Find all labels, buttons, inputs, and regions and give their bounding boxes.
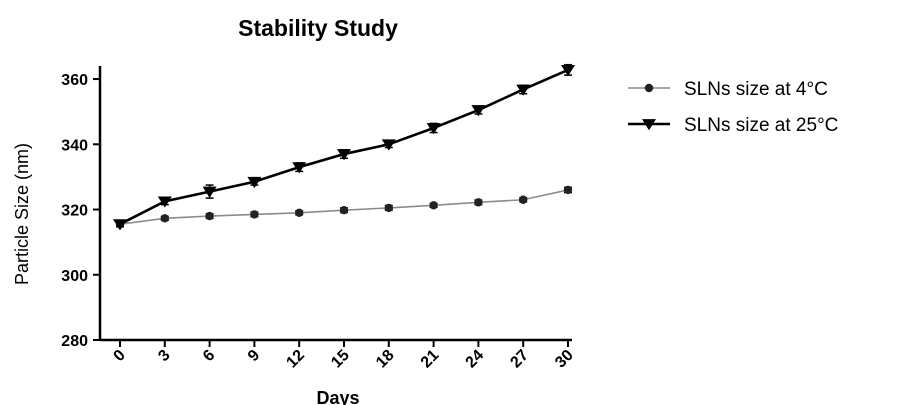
data-point xyxy=(429,201,438,210)
x-tick-label: 15 xyxy=(328,347,353,372)
data-point xyxy=(471,105,486,117)
data-point xyxy=(474,198,483,207)
data-point xyxy=(381,139,396,151)
y-tick-label: 360 xyxy=(61,72,88,89)
y-ticks: 280 300 320 340 360 xyxy=(61,72,100,350)
data-point xyxy=(113,219,127,231)
data-point xyxy=(247,176,262,189)
data-point xyxy=(205,211,214,221)
legend-marker xyxy=(644,83,654,93)
data-point xyxy=(339,205,349,215)
x-tick-label: 3 xyxy=(155,347,173,365)
data-point xyxy=(292,162,307,174)
data-point xyxy=(202,186,217,198)
data-point xyxy=(250,210,259,219)
x-ticks: 0 3 6 9 12 15 18 21 24 27 30 xyxy=(111,340,577,371)
legend-marker xyxy=(642,119,656,131)
x-axis-label: Days xyxy=(316,388,359,405)
x-tick-label: 0 xyxy=(111,347,129,365)
data-point xyxy=(516,84,531,96)
series-layer xyxy=(113,63,575,231)
data-point xyxy=(519,195,528,204)
data-point xyxy=(157,196,172,208)
y-tick-label: 280 xyxy=(61,333,88,350)
data-point xyxy=(426,123,441,135)
series-1 xyxy=(115,185,573,229)
legend-label: SLNs size at 4°C xyxy=(684,79,828,100)
x-tick-label: 27 xyxy=(507,347,532,372)
legend: SLNs size at 4°C SLNs size at 25°C xyxy=(628,79,838,136)
y-tick-label: 300 xyxy=(61,268,88,285)
data-point xyxy=(384,203,393,213)
x-tick-label: 6 xyxy=(200,347,218,365)
x-tick-label: 12 xyxy=(283,347,308,372)
x-tick-label: 30 xyxy=(552,347,577,372)
x-tick-label: 18 xyxy=(373,347,398,372)
data-point xyxy=(160,214,169,223)
data-point xyxy=(295,208,304,217)
data-point xyxy=(561,65,575,77)
y-axis-label: Particle Size (nm) xyxy=(12,143,32,285)
x-tick-label: 21 xyxy=(418,347,443,372)
data-point xyxy=(563,185,573,195)
y-tick-label: 340 xyxy=(61,137,88,154)
y-tick-label: 320 xyxy=(61,203,88,220)
data-point xyxy=(337,149,351,161)
series-2 xyxy=(113,63,575,231)
x-tick-label: 24 xyxy=(463,347,488,372)
chart-title: Stability Study xyxy=(238,15,398,41)
legend-label: SLNs size at 25°C xyxy=(684,115,838,136)
x-tick-label: 9 xyxy=(245,347,263,365)
